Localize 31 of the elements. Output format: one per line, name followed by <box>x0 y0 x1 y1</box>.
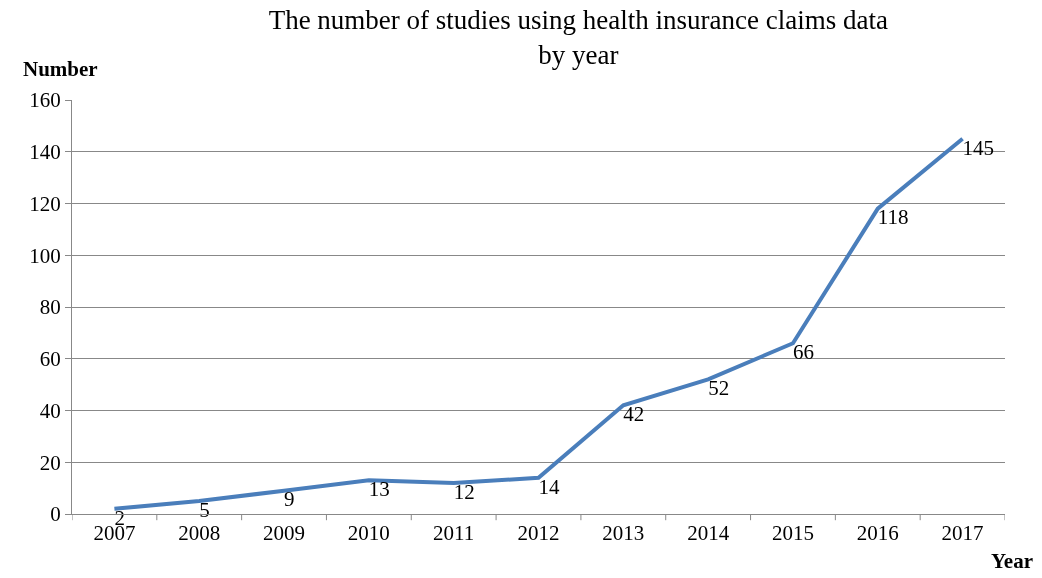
data-label: 14 <box>538 474 560 499</box>
data-label: 12 <box>453 479 475 504</box>
y-axis-title: Number <box>23 57 98 81</box>
data-label: 42 <box>623 402 645 427</box>
data-label: 13 <box>368 477 390 502</box>
x-tick-label: 2009 <box>263 521 306 546</box>
x-tick-label: 2011 <box>433 521 475 546</box>
x-axis-title: Year <box>991 549 1033 573</box>
y-tick-label: 140 <box>29 140 61 165</box>
x-tick-label: 2014 <box>687 521 730 546</box>
x-tick-label: 2008 <box>178 521 221 546</box>
x-tick-label: 2017 <box>941 521 984 546</box>
data-label: 9 <box>284 487 295 512</box>
y-tick-label: 100 <box>29 243 61 268</box>
y-tick-label: 0 <box>50 502 61 527</box>
x-tick-label: 2010 <box>347 521 390 546</box>
x-tick-label: 2013 <box>602 521 645 546</box>
y-tick-label: 60 <box>39 347 61 372</box>
y-tick-label: 40 <box>39 398 61 423</box>
data-label: 52 <box>708 376 730 401</box>
y-tick-label: 80 <box>39 295 61 320</box>
y-tick-label: 120 <box>29 191 61 216</box>
y-tick-label: 20 <box>39 450 61 475</box>
y-tick-label: 160 <box>29 88 61 113</box>
x-tick-label: 2016 <box>856 521 899 546</box>
data-label: 118 <box>877 205 909 230</box>
data-label: 66 <box>792 339 814 364</box>
x-tick-label: 2015 <box>771 521 814 546</box>
data-label: 145 <box>962 135 995 160</box>
chart-title: The number of studies using health insurance claims data by year <box>268 4 888 70</box>
x-tick-label: 2012 <box>517 521 560 546</box>
